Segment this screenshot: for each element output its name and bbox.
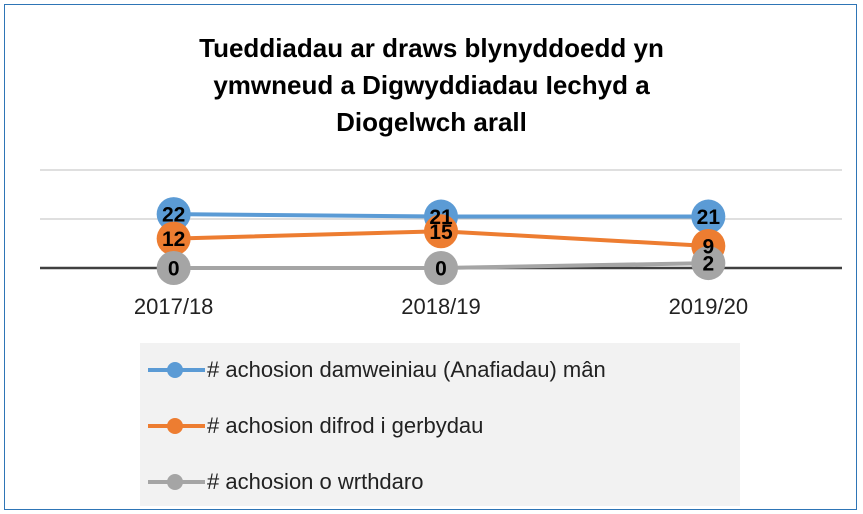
legend-marker <box>167 362 183 378</box>
data-label: 15 <box>429 221 453 244</box>
data-point <box>424 214 458 249</box>
data-label: 21 <box>697 206 721 229</box>
legend-marker <box>167 418 183 434</box>
x-tick-label: 2018/19 <box>401 294 481 319</box>
data-label: 9 <box>702 235 714 258</box>
data-label: 22 <box>162 204 185 227</box>
data-point <box>424 251 458 285</box>
legend-label: # achosion damweiniau (Anafiadau) mân <box>207 357 606 382</box>
x-tick-label: 2019/20 <box>669 294 749 319</box>
data-label: 12 <box>162 228 185 251</box>
data-point <box>691 199 726 234</box>
legend-marker <box>167 474 183 490</box>
data-label: 21 <box>429 206 453 229</box>
data-point <box>156 251 191 285</box>
legend-label: # achosion difrod i gerbydau <box>207 413 483 438</box>
chart-title: Tueddiadau ar draws blynyddoedd yn ymwne… <box>199 33 664 137</box>
data-label: 2 <box>702 253 714 276</box>
data-point <box>156 197 191 232</box>
chart-border <box>4 4 857 510</box>
data-point <box>156 221 191 256</box>
x-tick-label: 2017/18 <box>134 294 214 319</box>
data-label: 0 <box>435 258 447 281</box>
data-point <box>691 246 726 281</box>
data-label: 0 <box>168 258 180 281</box>
legend-background <box>140 343 740 506</box>
legend-label: # achosion o wrthdaro <box>207 469 423 494</box>
